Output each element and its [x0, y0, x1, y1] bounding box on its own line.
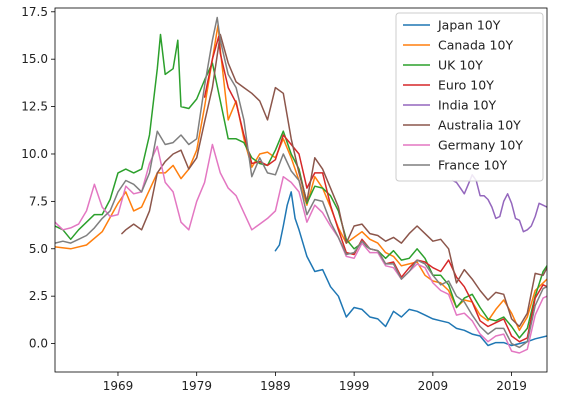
- y-tick-label: 15.0: [21, 52, 48, 66]
- legend-label: India 10Y: [438, 98, 497, 113]
- axes-layer: 0.0 2.5 5.0 7.5 10.0 12.5 15.0 17.5 1969 1979 1989…: [21, 5, 548, 393]
- series-layer: [55, 16, 547, 354]
- series-line-japan-10y: [274, 191, 547, 347]
- x-tick-label: 1999: [339, 379, 370, 393]
- legend-label: Euro 10Y: [438, 78, 494, 93]
- x-tick-label: 1989: [260, 379, 291, 393]
- y-tick-label: 0.0: [29, 337, 48, 351]
- x-tick-label: 2019: [496, 379, 527, 393]
- x-tick-label: 1969: [103, 379, 134, 393]
- legend-label: Canada 10Y: [438, 38, 513, 53]
- y-tick-label: 5.0: [29, 242, 48, 256]
- y-tick-label: 2.5: [29, 289, 48, 303]
- series-line-australia-10y: [121, 33, 547, 328]
- legend-label: UK 10Y: [438, 58, 483, 73]
- legend-label: Australia 10Y: [438, 118, 521, 133]
- y-tick-label: 7.5: [29, 194, 48, 208]
- x-tick-label: 2009: [418, 379, 449, 393]
- x-tick-label: 1979: [181, 379, 212, 393]
- y-tick-label: 10.0: [21, 147, 48, 161]
- legend-label: France 10Y: [438, 158, 507, 173]
- legend-box: [395, 12, 544, 182]
- axes-frame: [54, 7, 548, 373]
- series-line-france-10y: [55, 16, 547, 349]
- series-line-india-10y: [451, 174, 547, 233]
- legend-label: Japan 10Y: [437, 18, 501, 33]
- series-line-uk-10y: [55, 33, 547, 339]
- y-tick-label: 17.5: [21, 5, 48, 19]
- y-tick-label: 12.5: [21, 100, 48, 114]
- series-line-germany-10y: [55, 143, 547, 354]
- legend: Japan 10Y Canada 10Y UK 10Y Euro 10Y India 1…: [395, 12, 544, 182]
- legend-label: Germany 10Y: [438, 138, 523, 153]
